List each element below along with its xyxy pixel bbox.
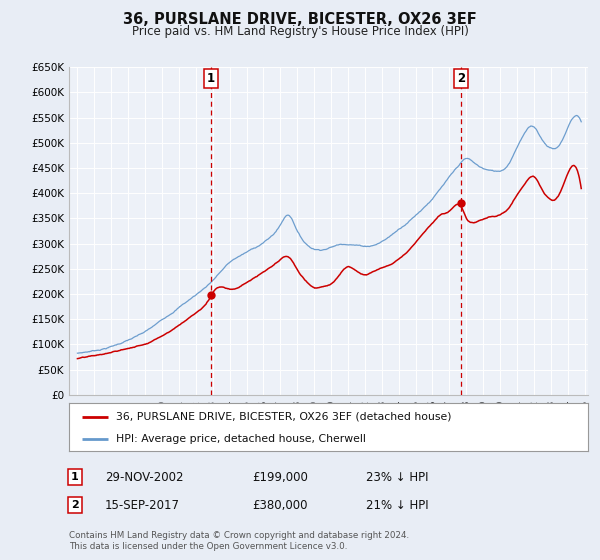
Text: 1: 1 (71, 472, 79, 482)
Text: 15-SEP-2017: 15-SEP-2017 (105, 498, 180, 512)
Text: This data is licensed under the Open Government Licence v3.0.: This data is licensed under the Open Gov… (69, 542, 347, 550)
Text: 36, PURSLANE DRIVE, BICESTER, OX26 3EF: 36, PURSLANE DRIVE, BICESTER, OX26 3EF (123, 12, 477, 27)
Text: 2: 2 (457, 72, 466, 85)
Text: £380,000: £380,000 (252, 498, 308, 512)
Text: HPI: Average price, detached house, Cherwell: HPI: Average price, detached house, Cher… (116, 434, 365, 444)
Text: 23% ↓ HPI: 23% ↓ HPI (366, 470, 428, 484)
Text: £199,000: £199,000 (252, 470, 308, 484)
Text: 36, PURSLANE DRIVE, BICESTER, OX26 3EF (detached house): 36, PURSLANE DRIVE, BICESTER, OX26 3EF (… (116, 412, 451, 422)
Text: 2: 2 (71, 500, 79, 510)
Text: 29-NOV-2002: 29-NOV-2002 (105, 470, 184, 484)
Text: Contains HM Land Registry data © Crown copyright and database right 2024.: Contains HM Land Registry data © Crown c… (69, 531, 409, 540)
Text: 1: 1 (207, 72, 215, 85)
Text: 21% ↓ HPI: 21% ↓ HPI (366, 498, 428, 512)
Text: Price paid vs. HM Land Registry's House Price Index (HPI): Price paid vs. HM Land Registry's House … (131, 25, 469, 38)
